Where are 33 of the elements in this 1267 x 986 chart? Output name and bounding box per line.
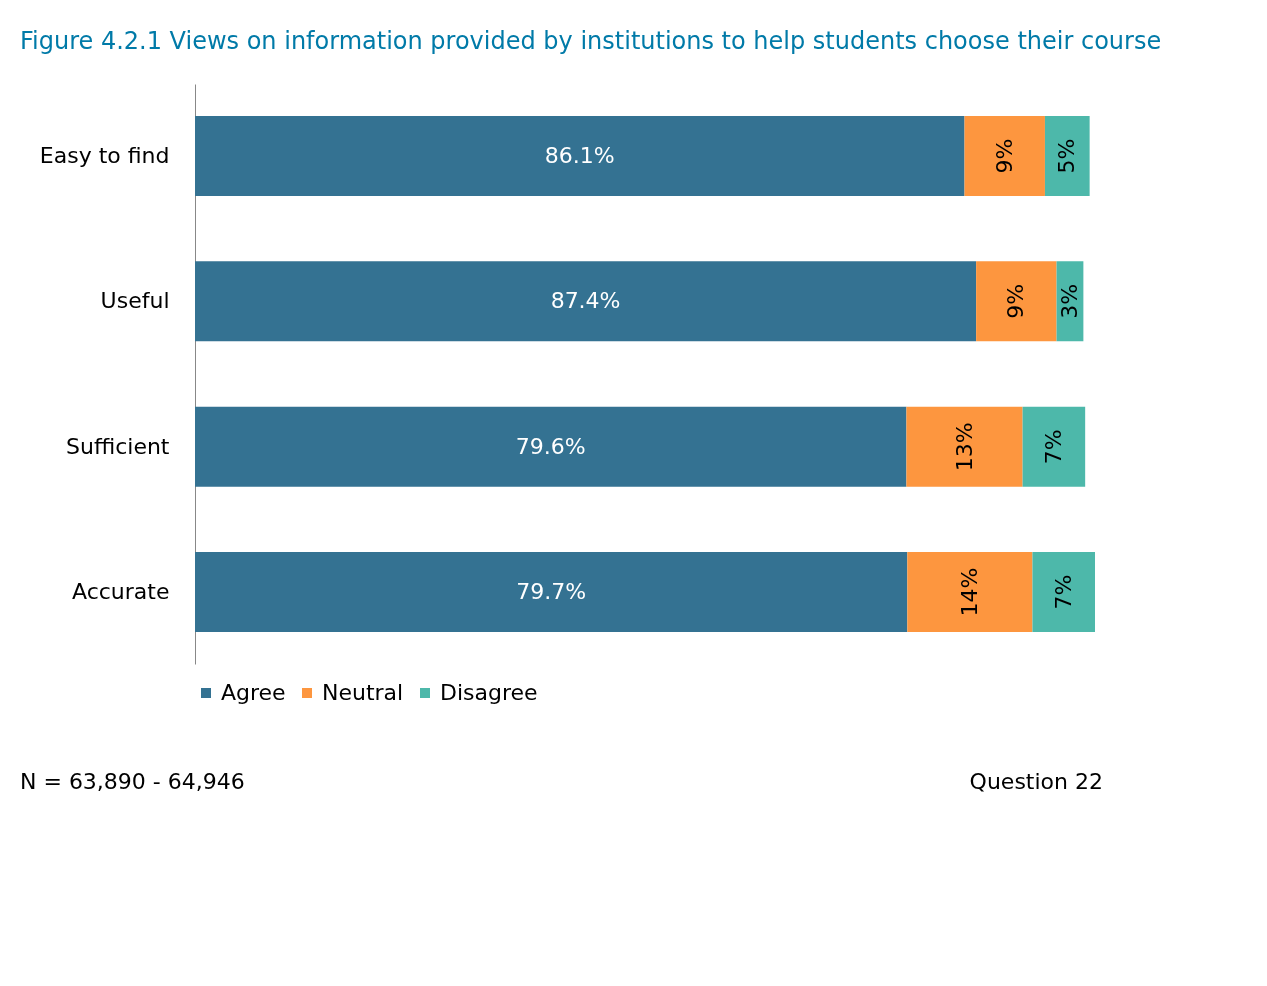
- data-label: 79.7%: [516, 579, 587, 605]
- data-label: 87.4%: [550, 288, 621, 314]
- legend-label: Neutral: [322, 680, 404, 705]
- data-label: 7%: [1050, 574, 1076, 610]
- data-label: 5%: [1054, 138, 1080, 174]
- bar: [1032, 552, 1095, 633]
- data-label: 9%: [1003, 283, 1029, 319]
- bar: [1044, 115, 1090, 196]
- bar: [195, 406, 907, 487]
- legend-label: Disagree: [440, 680, 538, 705]
- data-label: 9%: [991, 138, 1017, 174]
- y-tick-label: Sufficient: [66, 433, 170, 459]
- data-label: 14%: [956, 567, 982, 617]
- bar: [907, 552, 1033, 633]
- bar: [964, 115, 1045, 196]
- data-label: 3%: [1056, 283, 1082, 319]
- text: N = 63,890 - 64,946: [20, 769, 245, 794]
- bar: [195, 115, 965, 196]
- bar: [195, 261, 977, 342]
- y-tick-label: Useful: [100, 288, 170, 314]
- y-tick-label: Accurate: [72, 579, 170, 605]
- text: Question 22: [969, 769, 1103, 794]
- data-label: 86.1%: [544, 142, 615, 168]
- legend-label: Agree: [221, 680, 286, 705]
- data-label: 7%: [1040, 429, 1066, 465]
- bar: [906, 406, 1023, 487]
- bar: [1022, 406, 1086, 487]
- y-tick-label: Easy to find: [39, 142, 170, 168]
- data-label: 13%: [951, 422, 977, 472]
- data-label: 79.6%: [515, 433, 586, 459]
- bar: [195, 552, 908, 633]
- chart-title: Figure 4.2.1 Views on information provided by institutions to help students choose their course: [20, 27, 1162, 55]
- bar: [976, 261, 1057, 342]
